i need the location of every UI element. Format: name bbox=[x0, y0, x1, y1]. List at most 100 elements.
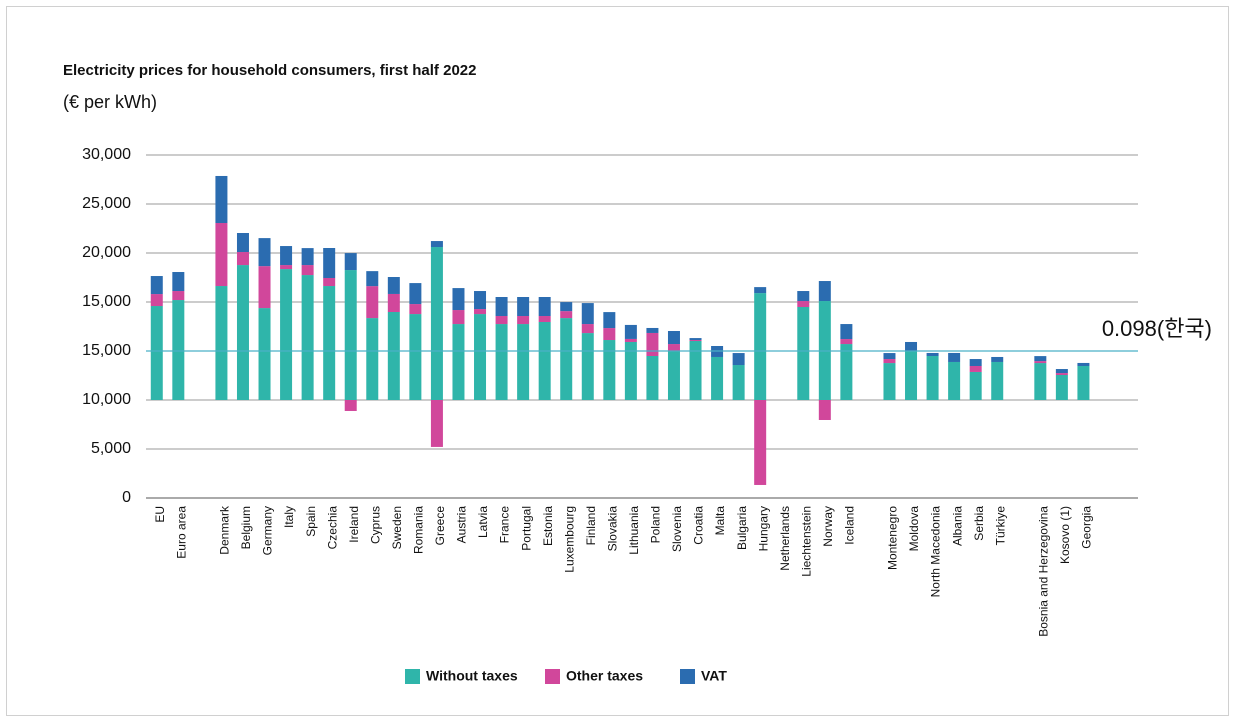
x-tick-label: Portugal bbox=[519, 506, 533, 551]
legend-label: Without taxes bbox=[426, 668, 518, 684]
x-tick-label: Lithuania bbox=[627, 506, 641, 555]
reference-label: 0.098(한국) bbox=[1102, 316, 1212, 341]
x-tick-label: Iceland bbox=[843, 506, 857, 545]
bar-segment bbox=[280, 265, 293, 270]
bar-segment bbox=[323, 286, 336, 400]
x-tick-label-group: Serbia bbox=[972, 506, 986, 541]
bar-segment bbox=[409, 304, 422, 315]
bar-segment bbox=[840, 339, 853, 345]
x-tick-label: Georgia bbox=[1080, 506, 1094, 549]
y-tick-label: 0 bbox=[122, 489, 131, 506]
x-tick-label: Montenegro bbox=[886, 506, 900, 570]
bar-segment bbox=[991, 361, 1004, 400]
legend-swatch bbox=[680, 669, 695, 684]
x-tick-label: France bbox=[498, 506, 512, 544]
x-tick-label-group: Italy bbox=[282, 506, 296, 528]
bar-segment bbox=[818, 400, 831, 420]
bar-segment bbox=[818, 281, 831, 302]
x-tick-label: Slovenia bbox=[670, 506, 684, 552]
bar-segment bbox=[711, 356, 724, 400]
bar-segment bbox=[581, 303, 594, 325]
x-tick-label: Poland bbox=[649, 506, 663, 543]
bar-segment bbox=[603, 328, 616, 341]
bar-segment bbox=[323, 277, 336, 287]
x-tick-label-group: Türkiye bbox=[993, 506, 1007, 546]
bar-segment bbox=[344, 400, 357, 411]
x-tick-label: Netherlands bbox=[778, 506, 792, 571]
x-tick-label-group: Luxembourg bbox=[562, 506, 576, 573]
bar-segment bbox=[1034, 363, 1047, 400]
bar-segment bbox=[474, 291, 487, 310]
x-tick-label-group: Ireland bbox=[347, 506, 361, 543]
x-tick-label: Kosovo (1) bbox=[1058, 506, 1072, 564]
x-tick-label: Germany bbox=[261, 506, 275, 555]
bar-segment bbox=[538, 321, 551, 400]
legend-swatch bbox=[545, 669, 560, 684]
legend-label: Other taxes bbox=[566, 668, 643, 684]
x-tick-label: Greece bbox=[433, 506, 447, 546]
bar-segment bbox=[732, 365, 745, 400]
bar-segment bbox=[280, 246, 293, 266]
x-tick-label: Türkiye bbox=[993, 506, 1007, 546]
bar-segment bbox=[603, 340, 616, 400]
bar-segment bbox=[172, 272, 185, 292]
x-tick-label: Hungary bbox=[756, 506, 770, 551]
bar-segment bbox=[646, 355, 659, 400]
x-tick-label-group: Cyprus bbox=[368, 506, 382, 544]
bar-segment bbox=[754, 293, 767, 400]
bar-segment bbox=[905, 351, 918, 400]
bar-segment bbox=[366, 271, 379, 287]
x-tick-label-group: Slovenia bbox=[670, 506, 684, 552]
bar-segment bbox=[172, 300, 185, 400]
x-tick-label-group: Liechtenstein bbox=[799, 506, 813, 577]
bar-segment bbox=[452, 324, 465, 400]
x-tick-label-group: Poland bbox=[649, 506, 663, 543]
bar-segment bbox=[667, 344, 680, 351]
x-tick-label-group: Czechia bbox=[325, 506, 339, 550]
bar-segment bbox=[667, 331, 680, 345]
bar-segment bbox=[754, 287, 767, 294]
frame bbox=[6, 6, 1229, 716]
y-tick-label: 30,000 bbox=[82, 146, 131, 163]
x-tick-label: Spain bbox=[304, 506, 318, 537]
bar-segment bbox=[301, 248, 314, 266]
bar-segment bbox=[905, 341, 918, 351]
x-tick-label-group: Latvia bbox=[476, 506, 490, 538]
bar-segment bbox=[430, 400, 443, 447]
bar-segment bbox=[517, 316, 530, 325]
bar-segment bbox=[495, 324, 508, 400]
x-tick-label: Estonia bbox=[541, 506, 555, 546]
x-tick-label: Italy bbox=[282, 506, 296, 528]
x-tick-label-group: Croatia bbox=[692, 506, 706, 545]
x-tick-label: Czechia bbox=[325, 506, 339, 550]
chart-subtitle: (€ per kWh) bbox=[63, 92, 157, 112]
bar-segment bbox=[646, 327, 659, 333]
bar-segment bbox=[1055, 373, 1068, 376]
x-tick-label: Bosnia and Herzegovina bbox=[1036, 506, 1050, 637]
bar-segment bbox=[667, 351, 680, 400]
bar-segment bbox=[883, 353, 896, 360]
x-tick-label: Belgium bbox=[239, 506, 253, 549]
x-tick-label: Moldova bbox=[907, 506, 921, 552]
bar-segment bbox=[474, 309, 487, 315]
bar-segment bbox=[258, 308, 271, 400]
x-tick-label: Norway bbox=[821, 506, 835, 547]
x-tick-label-group: Bosnia and Herzegovina bbox=[1036, 506, 1050, 637]
x-tick-label: Serbia bbox=[972, 506, 986, 541]
bar-segment bbox=[344, 270, 357, 400]
bar-segment bbox=[646, 332, 659, 356]
bar-segment bbox=[689, 341, 702, 400]
bar-segment bbox=[624, 341, 637, 400]
x-tick-label: Liechtenstein bbox=[799, 506, 813, 577]
x-tick-label-group: Euro area bbox=[174, 506, 188, 559]
y-tick-label: 5,000 bbox=[91, 440, 131, 457]
x-tick-label-group: Moldova bbox=[907, 506, 921, 552]
bar-segment bbox=[797, 306, 810, 400]
bar-segment bbox=[517, 324, 530, 400]
bar-segment bbox=[495, 316, 508, 325]
bar-segment bbox=[926, 352, 939, 356]
x-tick-label: North Macedonia bbox=[929, 506, 943, 598]
bar-segment bbox=[840, 324, 853, 340]
bar-segment bbox=[797, 291, 810, 302]
bar-segment bbox=[366, 318, 379, 400]
